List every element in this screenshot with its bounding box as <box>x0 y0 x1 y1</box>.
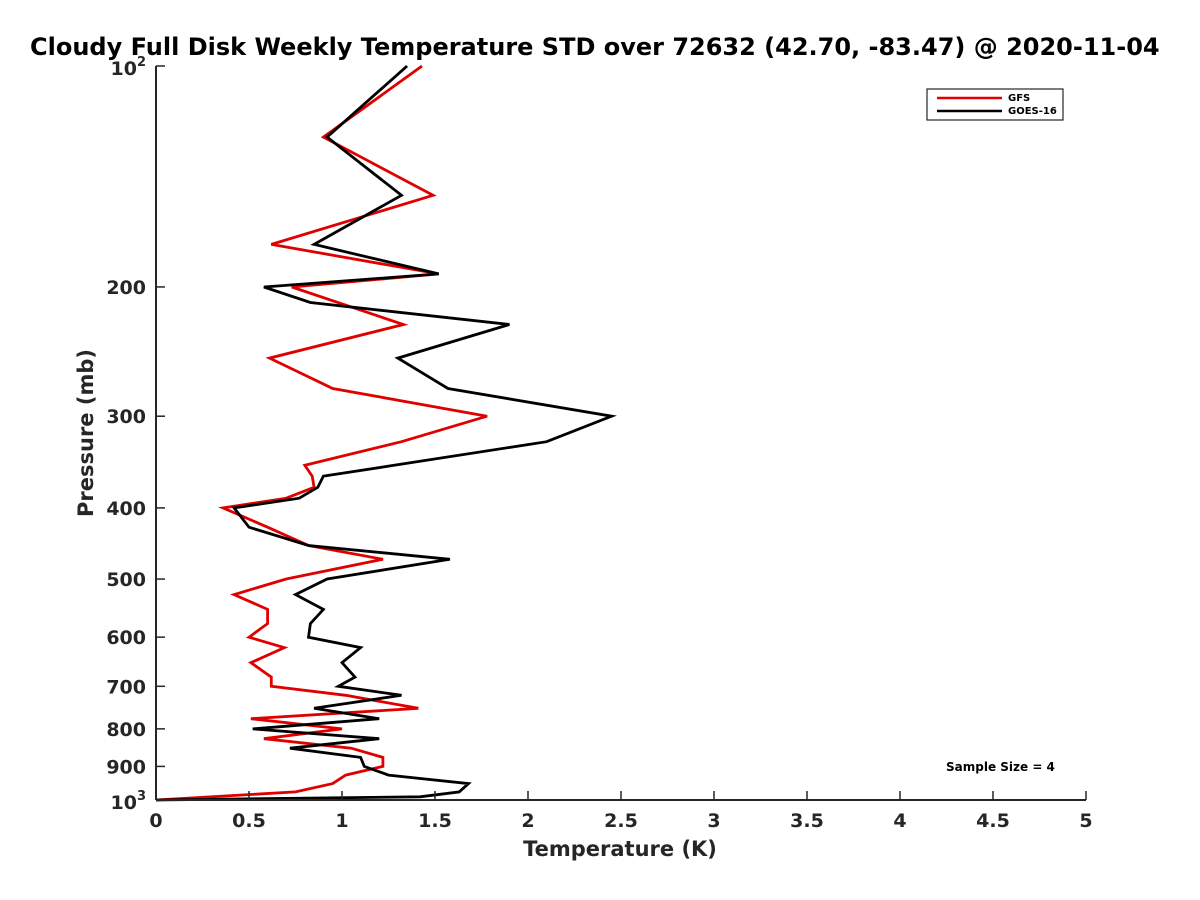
x-tick-label: 1 <box>335 810 348 832</box>
legend-box <box>926 88 1064 121</box>
y-tick-label: 400 <box>106 498 146 520</box>
y-axis-label: Pressure (mb) <box>74 349 98 517</box>
x-tick-label: 0 <box>149 810 162 832</box>
x-tick-label: 1.5 <box>418 810 452 832</box>
x-tick-label: 2 <box>521 810 534 832</box>
y-axis-ticks: 200 300 400 500 600 700 800 900 102 103 <box>106 55 165 814</box>
chart-title: Cloudy Full Disk Weekly Temperature STD … <box>30 33 1160 61</box>
x-axis-label: Temperature (K) <box>523 837 717 861</box>
x-tick-label: 0.5 <box>232 810 266 832</box>
y-tick-label-decade: 103 <box>111 789 147 814</box>
sample-size-annotation: Sample Size = 4 <box>946 760 1055 774</box>
y-tick-label-decade: 102 <box>111 55 147 80</box>
legend-label-gfs: GFS <box>1008 93 1030 104</box>
legend-label-goes16: GOES-16 <box>1008 106 1057 117</box>
y-tick-label: 200 <box>106 277 146 299</box>
y-tick-label: 700 <box>106 676 146 698</box>
x-tick-label: 3 <box>707 810 720 832</box>
x-tick-label: 2.5 <box>604 810 638 832</box>
series-line-goes16 <box>155 64 617 802</box>
series-line-gfs <box>155 64 488 802</box>
x-axis-ticks: 0 0.5 1 1.5 2 2.5 3 3.5 4 4.5 5 <box>149 791 1093 832</box>
x-tick-label: 4 <box>893 810 906 832</box>
series-layer <box>155 64 617 802</box>
x-tick-label: 5 <box>1079 810 1092 832</box>
y-tick-label: 500 <box>106 569 146 591</box>
y-tick-label: 800 <box>106 719 146 741</box>
y-tick-label: 900 <box>106 756 146 778</box>
x-tick-label: 4.5 <box>976 810 1010 832</box>
legend: GFS GOES-16 <box>926 88 1064 121</box>
y-tick-label: 300 <box>106 406 146 428</box>
y-tick-label: 600 <box>106 627 146 649</box>
x-tick-label: 3.5 <box>790 810 824 832</box>
